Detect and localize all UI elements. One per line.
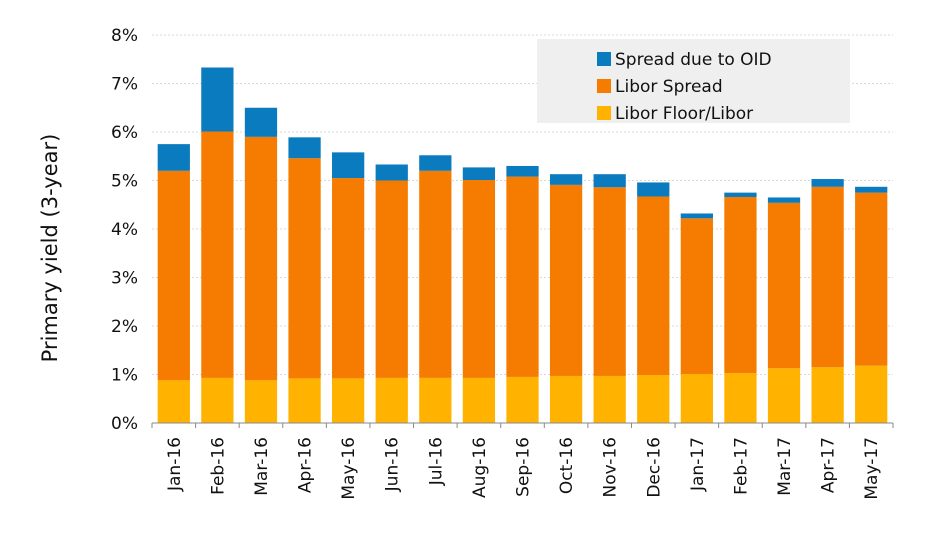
bar-segment bbox=[549, 174, 583, 185]
x-tick-label: Mar-17 bbox=[775, 437, 795, 496]
bar-segment bbox=[680, 374, 713, 423]
bar-segment bbox=[419, 170, 452, 378]
x-tick-label: Apr-16 bbox=[296, 437, 316, 493]
y-tick-label: 6% bbox=[111, 123, 138, 143]
bar-segment bbox=[375, 377, 408, 423]
bar-segment bbox=[288, 378, 321, 423]
y-tick-label: 5% bbox=[111, 172, 138, 192]
x-tick-label: May-16 bbox=[339, 437, 359, 500]
bar-segment bbox=[549, 184, 583, 376]
bar-segment bbox=[201, 377, 234, 423]
bar-segment bbox=[811, 186, 844, 368]
bar-segment bbox=[201, 67, 234, 132]
bar-segment bbox=[244, 107, 278, 137]
legend-background bbox=[537, 39, 850, 123]
bar-segment bbox=[680, 218, 713, 375]
bar-segment bbox=[419, 155, 452, 171]
bar-segment bbox=[724, 373, 757, 423]
x-tick-label: Jun-16 bbox=[383, 437, 403, 492]
bar-segment bbox=[724, 196, 757, 374]
bar-segment bbox=[637, 374, 670, 423]
bar-segment bbox=[288, 137, 321, 159]
bar-segment bbox=[244, 136, 278, 381]
bar-segment bbox=[244, 380, 278, 423]
x-tick-label: Jan-16 bbox=[165, 437, 185, 492]
y-tick-label: 3% bbox=[111, 269, 138, 289]
legend-label: Spread due to OID bbox=[615, 50, 772, 70]
y-tick-label: 7% bbox=[111, 75, 138, 95]
y-axis-ticks: 0% 1% 2% 3% 4% 5% 6% 7% 8% bbox=[111, 26, 138, 434]
bars bbox=[157, 67, 888, 423]
legend-swatch bbox=[597, 106, 611, 120]
bar-segment bbox=[506, 376, 539, 423]
y-axis-label: Primary yield (3-year) bbox=[38, 134, 62, 363]
x-tick-label: Aug-16 bbox=[470, 437, 490, 498]
x-tick-label: Oct-16 bbox=[557, 437, 577, 494]
bar-segment bbox=[375, 180, 408, 378]
bar-segment bbox=[157, 144, 190, 171]
bar-segment bbox=[506, 165, 539, 177]
bar-segment bbox=[855, 192, 888, 366]
x-tick-label: Apr-17 bbox=[819, 437, 839, 493]
bar-segment bbox=[288, 158, 321, 379]
bar-segment bbox=[332, 378, 365, 423]
y-tick-label: 1% bbox=[111, 366, 138, 386]
x-tick-label: Jul-16 bbox=[426, 437, 446, 486]
bar-segment bbox=[462, 180, 496, 378]
bar-segment bbox=[593, 174, 626, 188]
bar-segment bbox=[549, 375, 583, 423]
bar-segment bbox=[332, 152, 365, 179]
y-tick-label: 2% bbox=[111, 317, 138, 337]
y-tick-label: 8% bbox=[111, 26, 138, 46]
bar-segment bbox=[157, 170, 190, 381]
x-tick-label: Feb-16 bbox=[208, 437, 228, 495]
x-tick-label: Feb-17 bbox=[731, 437, 751, 495]
bar-segment bbox=[201, 131, 234, 378]
legend: Spread due to OID Libor Spread Libor Floor… bbox=[537, 39, 850, 124]
bar-segment bbox=[375, 164, 408, 181]
x-tick-label: Dec-16 bbox=[644, 437, 664, 498]
bar-segment bbox=[506, 176, 539, 377]
legend-swatch bbox=[597, 79, 611, 93]
bar-segment bbox=[419, 377, 452, 423]
bar-segment bbox=[157, 380, 190, 423]
legend-label: Libor Floor/Libor bbox=[615, 104, 753, 124]
x-tick-label: Sep-16 bbox=[514, 437, 534, 497]
x-tick-label: Nov-16 bbox=[601, 437, 621, 498]
bar-segment bbox=[767, 368, 801, 423]
legend-swatch bbox=[597, 52, 611, 66]
bar-segment bbox=[332, 178, 365, 379]
bar-segment bbox=[767, 197, 801, 203]
bar-segment bbox=[637, 182, 670, 197]
bar-segment bbox=[855, 365, 888, 423]
bar-segment bbox=[811, 367, 844, 423]
bar-segment bbox=[811, 179, 844, 187]
y-tick-label: 4% bbox=[111, 220, 138, 240]
bar-segment bbox=[593, 187, 626, 376]
y-tick-label: 0% bbox=[111, 414, 138, 434]
bar-segment bbox=[593, 375, 626, 423]
bar-segment bbox=[724, 192, 757, 197]
bar-segment bbox=[462, 377, 496, 423]
bar-segment bbox=[855, 186, 888, 193]
bar-segment bbox=[637, 196, 670, 375]
bar-segment bbox=[462, 167, 496, 181]
x-tick-label: May-17 bbox=[862, 437, 882, 500]
x-tick-label: Mar-16 bbox=[252, 437, 272, 496]
legend-label: Libor Spread bbox=[615, 77, 723, 97]
x-tick-label: Jan-17 bbox=[688, 437, 708, 492]
bar-segment bbox=[767, 202, 801, 369]
bar-segment bbox=[680, 213, 713, 219]
x-axis-ticks: Jan-16 Feb-16 Mar-16 Apr-16 May-16 Jun-16 Jul-… bbox=[151, 423, 894, 500]
